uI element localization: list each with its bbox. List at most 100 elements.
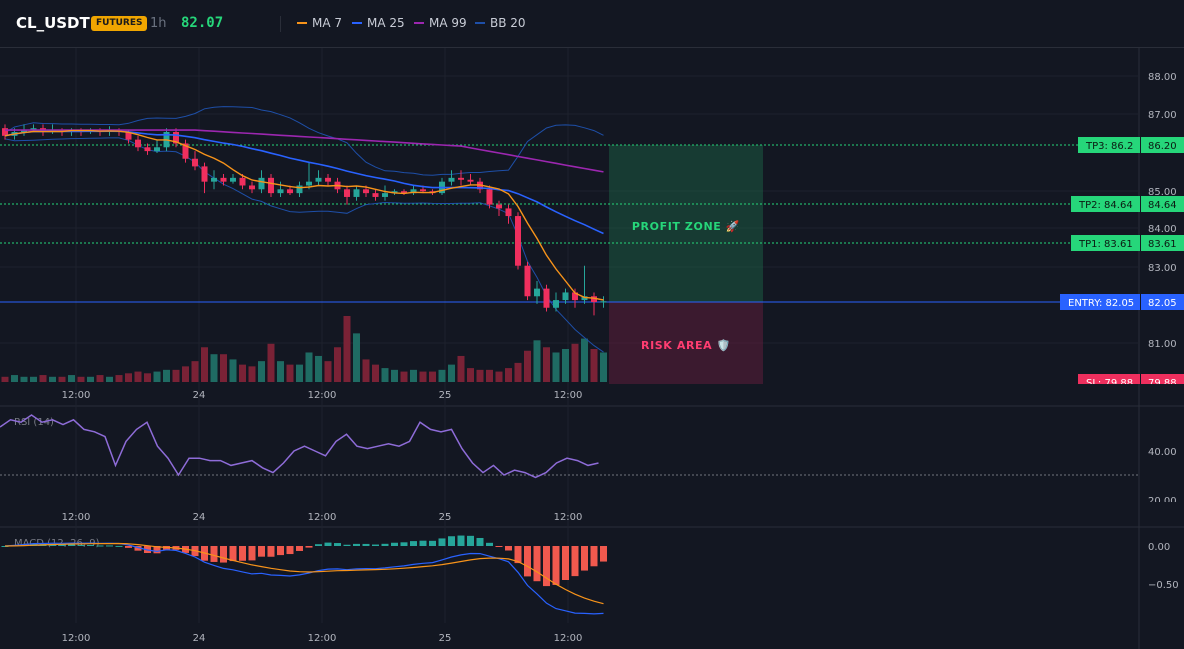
candle[interactable] [505, 204, 512, 224]
candles [2, 124, 607, 316]
candle[interactable] [49, 124, 56, 134]
candle[interactable] [553, 292, 559, 312]
candle[interactable] [391, 189, 398, 196]
candle[interactable] [325, 174, 331, 186]
macd-histogram-bar [476, 537, 484, 546]
candle[interactable] [182, 139, 189, 163]
volume-bar [210, 354, 218, 382]
candle[interactable] [543, 284, 550, 312]
tp2-label-bg [1071, 196, 1140, 212]
tp2-badge[interactable]: TP2: 84.64 84.64 [1071, 196, 1184, 212]
price-axis[interactable]: 88.00 87.00 85.00 84.00 83.00 81.00 [1148, 72, 1177, 350]
interval-label[interactable]: 1h [150, 16, 167, 31]
candle-body [135, 139, 141, 148]
volume-bar [590, 349, 598, 382]
candle[interactable] [458, 170, 464, 186]
time-axis-macd[interactable]: 12:00 24 12:00 25 12:00 [62, 633, 583, 644]
candle-body [30, 128, 37, 131]
volume-bar [153, 371, 161, 382]
candle[interactable] [2, 124, 8, 140]
candle[interactable] [201, 162, 208, 194]
legend-ma99[interactable]: MA 99 [414, 16, 467, 30]
volume-bar [296, 364, 303, 382]
volume-bar [315, 355, 322, 382]
volume-bar [400, 371, 408, 382]
candle[interactable] [268, 174, 274, 197]
symbol-name[interactable]: CL_USDT [16, 14, 90, 32]
candle[interactable] [249, 181, 255, 194]
tp3-label: TP3: 86.2 [1085, 141, 1133, 152]
macd-histogram-bar [400, 542, 408, 546]
macd-histogram-bar [410, 541, 417, 546]
candle[interactable] [486, 185, 493, 209]
profit-zone[interactable] [609, 145, 763, 302]
candle[interactable] [410, 185, 417, 196]
candle-body [382, 193, 388, 197]
candle[interactable] [315, 170, 322, 186]
rsi-pane[interactable]: RSI (14) 40.00 20.00 [0, 414, 1177, 507]
time-axis-rsi[interactable]: 12:00 24 12:00 25 12:00 [62, 512, 583, 523]
candle[interactable] [372, 189, 379, 201]
candle[interactable] [448, 170, 455, 186]
candle[interactable] [135, 135, 141, 152]
candle[interactable] [296, 181, 303, 197]
time-tick: 12:00 [308, 633, 337, 644]
candle[interactable] [144, 143, 151, 155]
candle[interactable] [600, 296, 607, 308]
candle[interactable] [496, 200, 502, 217]
chart-canvas[interactable]: PROFIT ZONE 🚀 RISK AREA 🛡️ 88.00 87.00 8… [0, 48, 1184, 649]
macd-pane[interactable]: MACD (12, 26, 9) 0.00 −0.50 [1, 535, 1179, 615]
legend-ma7[interactable]: MA 7 [297, 16, 342, 30]
legend-ma99-label: MA 99 [429, 16, 467, 30]
macd-histogram-bar [267, 546, 275, 557]
candle[interactable] [439, 177, 445, 196]
volume-bar [30, 376, 37, 382]
candle[interactable] [467, 174, 474, 186]
legend-bb20[interactable]: BB 20 [475, 16, 526, 30]
time-tick: 12:00 [308, 390, 337, 401]
macd-histogram-bar [58, 544, 66, 546]
candle-body [600, 301, 607, 303]
candle[interactable] [591, 292, 597, 316]
macd-histogram-bar [296, 546, 303, 551]
time-tick: 24 [193, 633, 206, 644]
tp3-label-bg [1078, 137, 1140, 153]
volume-bar [514, 362, 522, 382]
candle-body [192, 158, 198, 167]
candle[interactable] [220, 174, 227, 186]
candle[interactable] [211, 170, 217, 190]
volume-bar [134, 371, 142, 382]
candle-body [2, 128, 8, 136]
candle[interactable] [353, 185, 360, 201]
candle[interactable] [154, 139, 160, 154]
candle[interactable] [192, 151, 198, 171]
moving-averages [4, 129, 604, 301]
candle[interactable] [562, 288, 569, 304]
macd-tick: 0.00 [1148, 542, 1170, 553]
macd-histogram-bar [372, 544, 379, 546]
tp1-badge[interactable]: TP1: 83.61 83.61 [1071, 235, 1184, 251]
candle[interactable] [534, 280, 540, 304]
risk-zone[interactable] [609, 302, 763, 384]
candle[interactable] [173, 128, 179, 148]
candle-body [401, 191, 407, 194]
legend-ma25[interactable]: MA 25 [352, 16, 405, 30]
candle[interactable] [515, 212, 521, 270]
ma7-line [4, 129, 604, 301]
candle-body [296, 185, 303, 194]
candle[interactable] [572, 288, 578, 308]
candle[interactable] [401, 189, 407, 196]
time-axis-main[interactable]: 12:00 24 12:00 25 12:00 [62, 390, 583, 401]
candle[interactable] [344, 185, 350, 205]
candle[interactable] [239, 174, 246, 190]
candle-body [591, 296, 597, 302]
rsi-tick: 20.00 [1148, 496, 1177, 507]
tp3-badge[interactable]: TP3: 86.2 86.20 [1078, 137, 1184, 153]
candle[interactable] [306, 162, 312, 190]
candle[interactable] [230, 174, 236, 184]
candle[interactable] [382, 185, 388, 201]
sl-badge[interactable]: SL: 79.88 79.88 [1078, 374, 1184, 389]
entry-badge[interactable]: ENTRY: 82.05 82.05 [1060, 294, 1184, 310]
candle[interactable] [524, 261, 531, 301]
macd-histogram-bar [448, 536, 455, 546]
